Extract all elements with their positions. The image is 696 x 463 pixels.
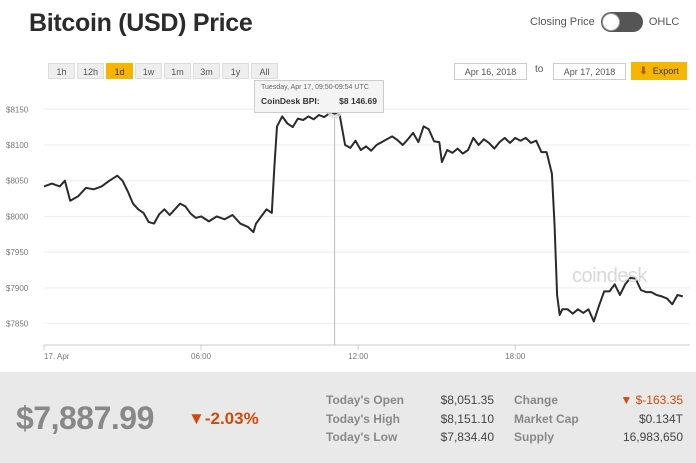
page-title: Bitcoin (USD) Price: [29, 9, 253, 37]
range-1w-button[interactable]: 1w: [135, 63, 162, 79]
range-buttons: 1h 12h 1d 1w 1m 3m 1y All: [48, 63, 280, 79]
y-tick-label: $7900: [6, 284, 29, 293]
download-arrow-icon: ⬇: [639, 65, 648, 77]
y-tick-label: $8000: [6, 212, 29, 221]
market-cap-label: Market Cap: [514, 412, 579, 426]
range-all-button[interactable]: All: [251, 63, 278, 79]
chart-tooltip: Tuesday, Apr 17, 09:50-09:54 UTC CoinDes…: [254, 80, 384, 113]
date-to-label: to: [535, 64, 544, 75]
change-down-icon: ▼: [620, 393, 636, 407]
price-mode-toggle[interactable]: [600, 12, 643, 32]
date-to-input[interactable]: Apr 17, 2018: [553, 63, 626, 80]
tooltip-value: $8 146.69: [339, 96, 377, 106]
range-1h-button[interactable]: 1h: [48, 63, 75, 79]
toggle-knob: [601, 13, 620, 31]
price-change-value: -2.03%: [204, 409, 259, 428]
price-chart[interactable]: $8150 $8100 $8050 $8000 $7950 $7900 $7850 17. A…: [0, 0, 696, 372]
range-1y-button[interactable]: 1y: [222, 63, 249, 79]
change-value: ▼ $-163.35: [590, 393, 683, 407]
today-open-label: Today's Open: [326, 393, 404, 407]
today-low-value: $7,834.40: [440, 430, 494, 444]
x-tick-label: 18:00: [505, 352, 526, 361]
range-1d-button[interactable]: 1d: [106, 63, 133, 79]
ohlc-label: OHLC: [648, 16, 680, 28]
price-series-line: [43, 110, 684, 323]
market-cap-value: $0.134T: [638, 412, 683, 426]
x-tick-label: 17. Apr: [44, 352, 70, 361]
current-price: $7,887.99: [16, 400, 154, 436]
supply-label: Supply: [514, 430, 555, 444]
y-tick-label: $8100: [6, 141, 29, 150]
y-tick-label: $8150: [6, 105, 29, 114]
tooltip-date: Tuesday, Apr 17, 09:50-09:54 UTC: [261, 84, 369, 91]
today-low-label: Today's Low: [326, 430, 398, 444]
price-mode-toggle-group: Closing Price OHLC: [530, 12, 679, 32]
change-label: Change: [514, 393, 559, 407]
today-high-value: $8,151.10: [440, 412, 494, 426]
price-change-percent: ▼-2.03%: [188, 409, 259, 429]
y-tick-label: $8050: [6, 177, 29, 186]
export-label: Export: [652, 66, 679, 76]
x-tick-label: 06:00: [191, 352, 212, 361]
change-value-text: $-163.35: [635, 393, 683, 407]
down-triangle-icon: ▼: [188, 409, 205, 428]
today-high-label: Today's High: [326, 412, 400, 426]
range-12h-button[interactable]: 12h: [77, 63, 104, 79]
coindesk-watermark: coindesk: [572, 265, 647, 287]
supply-value: 16,983,650: [622, 430, 683, 444]
tooltip-label: CoinDesk BPI:: [261, 96, 320, 106]
range-3m-button[interactable]: 3m: [193, 63, 220, 79]
export-button[interactable]: ⬇ Export: [631, 62, 687, 80]
date-from-input[interactable]: Apr 16, 2018: [454, 63, 527, 80]
x-tick-label: 12:00: [348, 352, 369, 361]
y-tick-label: $7850: [6, 320, 29, 329]
y-tick-label: $7950: [6, 248, 29, 257]
closing-price-label: Closing Price: [530, 16, 595, 28]
range-1m-button[interactable]: 1m: [164, 63, 191, 79]
summary-panel: [0, 372, 696, 463]
today-open-value: $8,051.35: [440, 393, 494, 407]
